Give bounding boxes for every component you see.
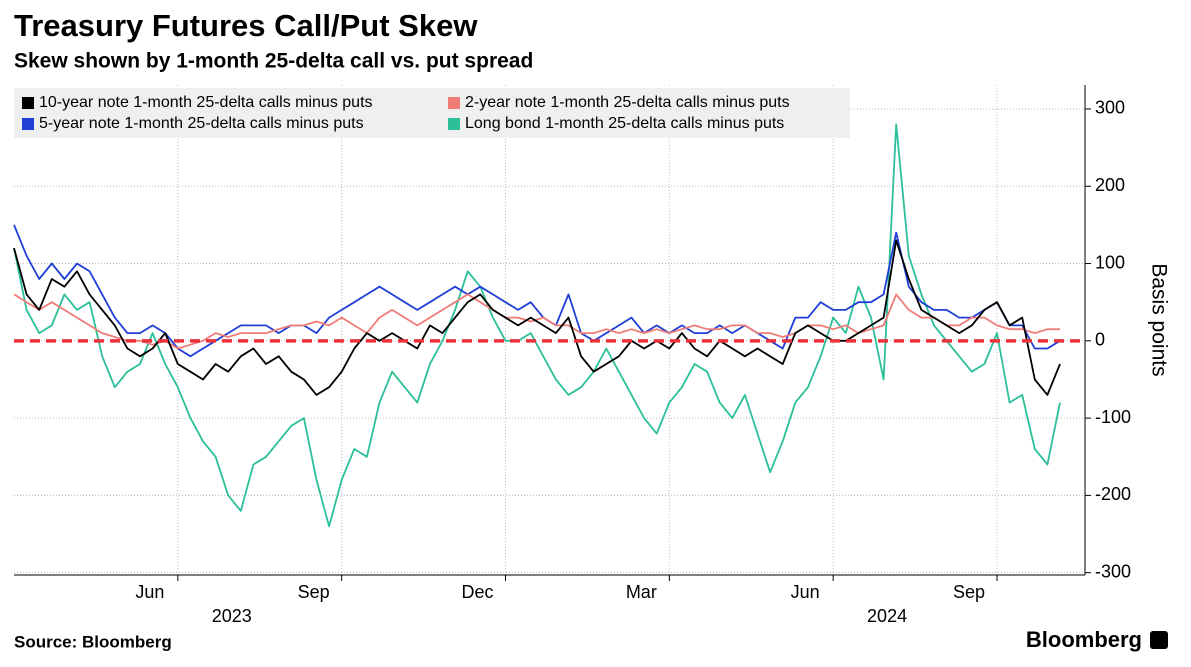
series-line (13, 239, 1061, 396)
y-tick-label: -200 (1095, 484, 1131, 504)
x-tick-label: Mar (626, 582, 657, 602)
legend-swatch (448, 97, 460, 109)
y-tick-label: 200 (1095, 175, 1125, 195)
brand: Bloomberg (1026, 627, 1142, 652)
y-tick-label: 300 (1095, 98, 1125, 118)
x-tick-label: Sep (298, 582, 330, 602)
y-tick-label: 100 (1095, 252, 1125, 272)
brand-icon (1150, 631, 1168, 649)
source: Source: Bloomberg (14, 632, 172, 651)
legend: 10-year note 1-month 25-delta calls minu… (14, 88, 850, 138)
legend-label: 10-year note 1-month 25-delta calls minu… (39, 94, 373, 111)
legend-label: Long bond 1-month 25-delta calls minus p… (465, 115, 784, 132)
x-tick-label: Jun (791, 582, 820, 602)
x-tick-label: Sep (953, 582, 985, 602)
y-tick-label: -300 (1095, 561, 1131, 581)
year-label: 2023 (212, 606, 252, 626)
series-line (13, 123, 1061, 528)
legend-box (14, 88, 850, 138)
x-tick-label: Jun (135, 582, 164, 602)
legend-label: 2-year note 1-month 25-delta calls minus… (465, 94, 790, 111)
chart-title: Treasury Futures Call/Put Skew (14, 8, 478, 43)
legend-label: 5-year note 1-month 25-delta calls minus… (39, 115, 364, 132)
legend-swatch (22, 97, 34, 109)
year-label: 2024 (867, 606, 907, 626)
y-axis-label: Basis points (1147, 263, 1170, 376)
series-line (13, 293, 1060, 350)
chart-subtitle: Skew shown by 1-month 25-delta call vs. … (14, 50, 533, 73)
y-tick-label: 0 (1095, 330, 1105, 350)
legend-swatch (448, 118, 460, 130)
legend-swatch (22, 118, 34, 130)
series-line (13, 224, 1061, 358)
x-tick-label: Dec (461, 582, 493, 602)
y-tick-label: -100 (1095, 407, 1131, 427)
